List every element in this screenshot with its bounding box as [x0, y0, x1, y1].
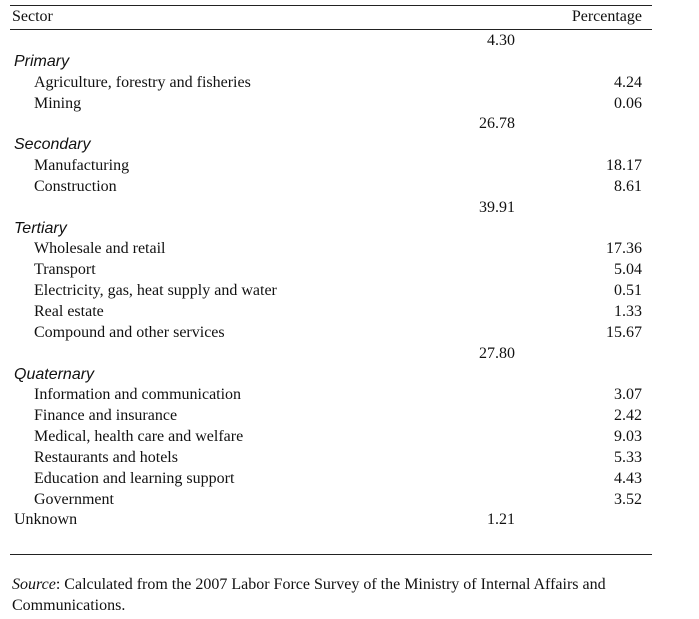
table-row: Construction 8.61 [10, 177, 652, 198]
percentage-value: 0.06 [614, 94, 642, 112]
table-row: Medical, health care and welfare 9.03 [10, 427, 652, 448]
header-percentage: Percentage [571, 8, 642, 25]
sector-label: Mining [34, 94, 82, 112]
group-label: Secondary [14, 136, 91, 154]
table-body: 4.30 Primary Agriculture, forestry and fis… [10, 31, 652, 531]
table-row: Agriculture, forestry and fisheries 4.24 [10, 73, 652, 94]
percentage-value: 9.03 [614, 428, 642, 446]
unknown-row: Unknown 1.21 [10, 510, 652, 531]
sector-label: Restaurants and hotels [34, 448, 178, 466]
table-bottom-rule [10, 554, 652, 555]
percentage-value: 1.33 [614, 302, 642, 320]
percentage-value: 0.51 [614, 282, 642, 300]
percentage-value: 4.43 [614, 469, 642, 487]
sector-label: Agriculture, forestry and fisheries [34, 73, 251, 91]
table-top-rule [10, 5, 652, 6]
subtotal-row: 39.91 [10, 198, 652, 219]
group-label: Tertiary [14, 219, 67, 237]
table-row: Transport 5.04 [10, 260, 652, 281]
sector-label: Manufacturing [34, 157, 130, 175]
sector-label: Information and communication [34, 386, 242, 404]
header-sector: Sector [12, 8, 53, 25]
sector-label: Wholesale and retail [34, 240, 166, 258]
subtotal-value: 27.80 [479, 344, 515, 362]
percentage-value: 5.33 [614, 448, 642, 466]
sector-label: Finance and insurance [34, 407, 178, 425]
percentage-value: 3.07 [614, 386, 642, 404]
table-row: Manufacturing 18.17 [10, 156, 652, 177]
group-row: Secondary [10, 135, 652, 156]
unknown-value: 1.21 [487, 511, 515, 529]
sector-label: Transport [34, 261, 96, 279]
table-row: Restaurants and hotels 5.33 [10, 448, 652, 469]
subtotal-value: 26.78 [479, 115, 515, 133]
sector-label: Government [34, 490, 114, 508]
group-row: Primary [10, 52, 652, 73]
table-row: Wholesale and retail 17.36 [10, 239, 652, 260]
percentage-value: 4.24 [614, 73, 642, 91]
sector-label: Compound and other services [34, 323, 225, 341]
group-label: Primary [14, 52, 70, 70]
source-text: : Calculated from the 2007 Labor Force S… [12, 576, 606, 614]
subtotal-value: 39.91 [479, 198, 515, 216]
percentage-value: 18.17 [606, 157, 642, 175]
unknown-label: Unknown [14, 511, 78, 529]
percentage-value: 3.52 [614, 490, 642, 508]
group-label: Quaternary [14, 365, 95, 383]
percentage-value: 17.36 [606, 240, 642, 258]
percentage-value: 2.42 [614, 407, 642, 425]
header-rule [10, 29, 652, 30]
group-row: Quaternary [10, 365, 652, 386]
sector-label: Construction [34, 177, 117, 195]
table-row: Finance and insurance 2.42 [10, 406, 652, 427]
table-row: Government 3.52 [10, 490, 652, 511]
sector-label: Real estate [34, 302, 104, 320]
sector-label: Medical, health care and welfare [34, 428, 244, 446]
source-note: Source: Calculated from the 2007 Labor F… [12, 574, 699, 616]
table-row: Education and learning support 4.43 [10, 469, 652, 490]
table-row: Compound and other services 15.67 [10, 323, 652, 344]
source-prefix: Source [12, 576, 56, 593]
table-row: Electricity, gas, heat supply and water 0… [10, 281, 652, 302]
subtotal-row: 26.78 [10, 114, 652, 135]
percentage-value: 15.67 [606, 323, 642, 341]
percentage-value: 5.04 [614, 261, 642, 279]
subtotal-row: 4.30 [10, 31, 652, 52]
table-row: Mining 0.06 [10, 94, 652, 115]
table-row: Real estate 1.33 [10, 302, 652, 323]
subtotal-value: 4.30 [487, 32, 515, 49]
sector-label: Electricity, gas, heat supply and water [34, 282, 277, 300]
sector-label: Education and learning support [34, 469, 235, 487]
table-row: Information and communication 3.07 [10, 385, 652, 406]
subtotal-row: 27.80 [10, 344, 652, 365]
percentage-value: 8.61 [614, 177, 642, 195]
group-row: Tertiary [10, 219, 652, 240]
